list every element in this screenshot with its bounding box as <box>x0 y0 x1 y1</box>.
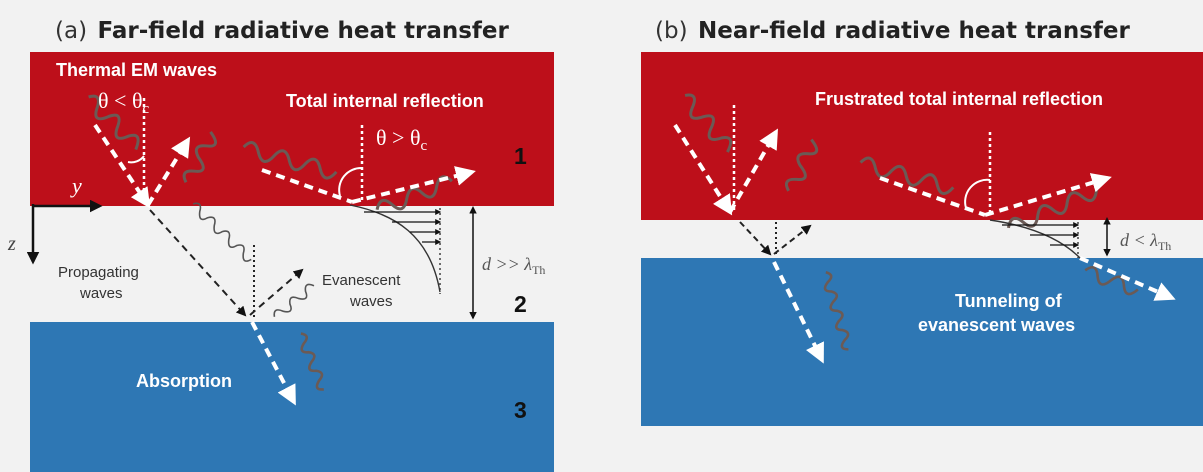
label-absorption: Absorption <box>136 371 232 391</box>
label-thermal-em-waves: Thermal EM waves <box>56 60 217 80</box>
transmitted-arrow-b <box>772 261 824 364</box>
reflected-arrow-left <box>146 136 191 207</box>
angle-arc-left <box>127 155 145 164</box>
transmitted-wave-b <box>823 270 850 351</box>
medium-3-blue-block-b <box>641 258 1203 426</box>
incident-arrow-b-ftir <box>879 176 986 217</box>
incident-wave-b-ftir <box>859 156 955 196</box>
absorbed-arrow <box>250 321 296 406</box>
panel-a: (a) Far-field radiative heat transfer <box>7 18 554 472</box>
gap-arrow-b-up <box>773 224 812 255</box>
tunneled-wave-b <box>1084 265 1139 296</box>
tunneled-arrow-b <box>1079 256 1176 301</box>
incident-arrow-tir <box>261 168 353 204</box>
label-propagating-line1: Propagating <box>58 264 139 281</box>
panel-b: (b) Near-field radiative heat transfer <box>641 18 1203 426</box>
label-theta-less: θ < θc <box>98 88 149 117</box>
incident-wave-b-left <box>684 93 733 153</box>
label-gap-near: d < λTh <box>1120 230 1171 253</box>
axis-z-label: z <box>7 233 16 255</box>
reflected-wave-left <box>182 130 217 183</box>
evanescent-decay-curve <box>349 204 441 293</box>
axis-y-label: y <box>70 173 82 198</box>
incident-arrow-b-left <box>673 123 733 216</box>
reflected-wave-b-ftir <box>1006 189 1099 229</box>
label-tunneling-line2: evanescent waves <box>918 315 1075 335</box>
reflected-wave-b-left <box>785 138 819 192</box>
reflected-wave-gap <box>273 283 315 317</box>
label-total-internal-reflection: Total internal reflection <box>286 91 484 111</box>
panel-b-title: (b) Near-field radiative heat transfer <box>655 18 1130 44</box>
evanescent-decay-curve-b <box>989 219 1081 259</box>
transmitted-wave-gap <box>192 202 252 262</box>
medium-label-3: 3 <box>514 397 527 423</box>
incident-arrow-left <box>93 123 151 209</box>
label-theta-greater: θ > θc <box>376 125 427 154</box>
label-evanescent-line1: Evanescent <box>322 272 401 289</box>
label-tunneling-line1: Tunneling of <box>955 291 1063 311</box>
label-propagating-line2: waves <box>79 285 123 302</box>
medium-label-2: 2 <box>514 291 527 317</box>
label-frustrated-tir: Frustrated total internal reflection <box>815 89 1103 109</box>
reflected-arrow-b-ftir <box>984 173 1112 217</box>
medium-label-1: 1 <box>514 143 527 169</box>
panel-a-title: (a) Far-field radiative heat transfer <box>55 18 510 44</box>
label-evanescent-line2: waves <box>349 293 393 310</box>
propagating-arrow-up <box>249 268 304 316</box>
medium-3-blue-block <box>30 322 554 472</box>
reflected-arrow-b-left <box>728 128 778 213</box>
incident-wave-tir <box>242 141 338 180</box>
gap-arrow-b-down <box>739 221 772 256</box>
propagating-arrow-down <box>149 209 247 317</box>
reflected-arrow-tir <box>351 166 476 204</box>
absorbed-wave <box>300 332 324 391</box>
angle-arc-tir <box>338 166 363 197</box>
incident-wave-left <box>88 94 140 151</box>
label-gap-far: d >> λTh <box>482 254 545 277</box>
angle-arc-b-ftir <box>964 178 991 209</box>
